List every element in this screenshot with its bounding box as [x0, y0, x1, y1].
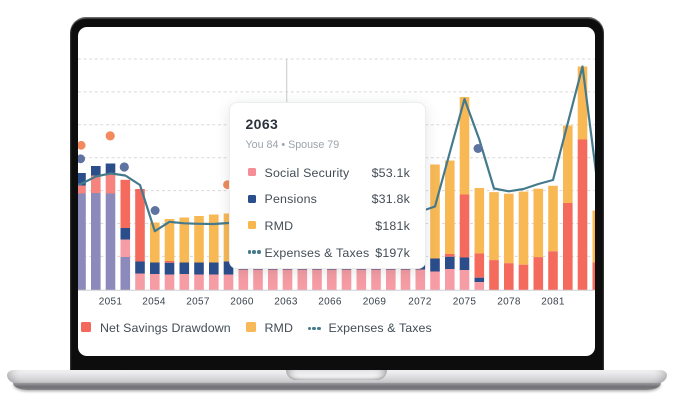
svg-text:2078: 2078: [497, 296, 521, 307]
svg-text:2060: 2060: [230, 296, 254, 307]
svg-text:2075: 2075: [452, 296, 476, 307]
svg-text:2054: 2054: [142, 296, 166, 307]
svg-text:2063: 2063: [274, 296, 298, 307]
svg-text:2066: 2066: [318, 296, 342, 307]
svg-text:2072: 2072: [408, 296, 432, 307]
svg-text:2069: 2069: [362, 296, 386, 307]
svg-text:2051: 2051: [98, 296, 122, 307]
svg-text:2081: 2081: [541, 296, 565, 307]
svg-text:2057: 2057: [186, 296, 210, 307]
